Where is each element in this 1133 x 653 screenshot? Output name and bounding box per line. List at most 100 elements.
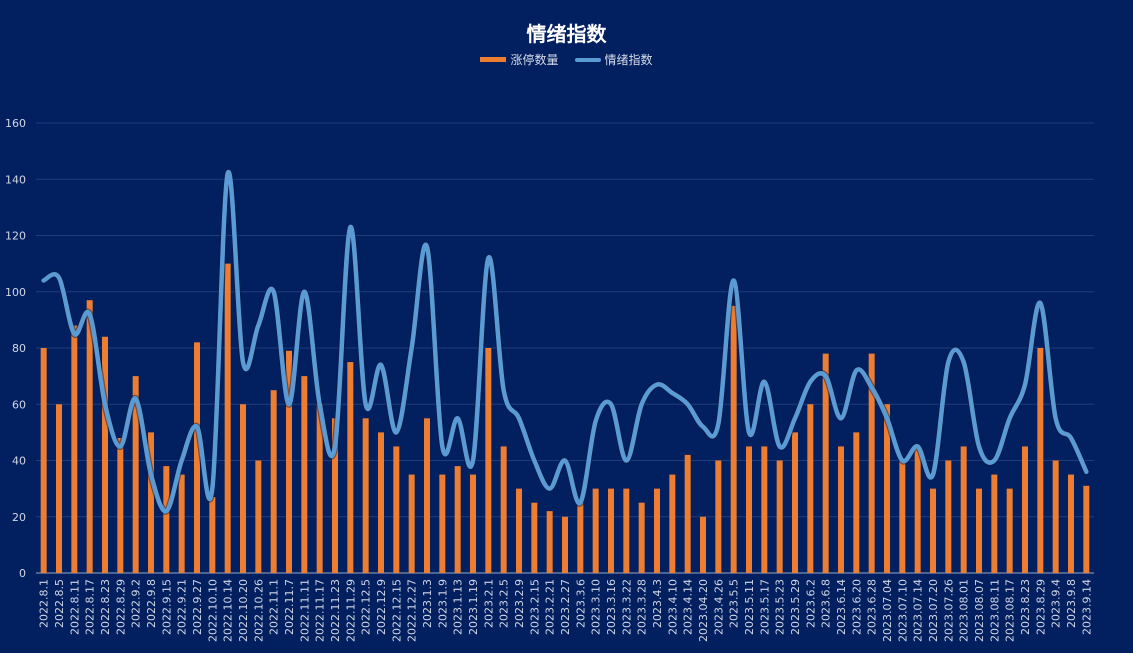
x-tick-label: 2022.11.23 bbox=[329, 579, 342, 642]
legend-bar-swatch bbox=[480, 57, 507, 62]
x-tick-label: 2023.07.04 bbox=[881, 579, 894, 642]
x-tick-label: 2022.11.7 bbox=[283, 579, 296, 635]
bar bbox=[868, 353, 875, 573]
x-tick-label: 2023.2.15 bbox=[528, 579, 541, 635]
bar bbox=[838, 446, 844, 573]
bar bbox=[776, 460, 783, 573]
x-tick-label: 2022.11.1 bbox=[268, 579, 281, 635]
bar bbox=[945, 460, 952, 573]
x-tick-label: 2023.08.11 bbox=[988, 579, 1001, 642]
x-tick-label: 2023.5.23 bbox=[774, 579, 787, 635]
bar bbox=[654, 488, 660, 573]
legend-line-swatch bbox=[574, 57, 601, 62]
bar bbox=[761, 446, 768, 573]
bar bbox=[991, 474, 998, 573]
bar bbox=[454, 466, 461, 573]
x-tick-label: 2023.8.29 bbox=[1034, 579, 1047, 635]
x-tick-label: 2023.2.27 bbox=[559, 579, 572, 635]
x-tick-label: 2022.11.11 bbox=[298, 579, 311, 642]
x-tick-label: 2023.4.26 bbox=[712, 579, 725, 635]
x-tick-label: 2023.1.19 bbox=[467, 579, 480, 635]
bar bbox=[362, 418, 369, 573]
x-tick-label: 2023.1.13 bbox=[452, 579, 465, 635]
bar bbox=[102, 336, 108, 573]
bar bbox=[332, 418, 338, 573]
x-tick-label: 2023.08.01 bbox=[958, 579, 971, 642]
bar bbox=[270, 390, 277, 573]
legend-item-bar[interactable]: 涨停数量 bbox=[480, 51, 559, 68]
x-tick-label: 2022.10.26 bbox=[252, 579, 265, 642]
bar bbox=[853, 432, 860, 573]
bar bbox=[730, 305, 737, 573]
bar bbox=[224, 263, 231, 573]
y-tick-label: 120 bbox=[5, 230, 26, 243]
bar bbox=[408, 474, 415, 573]
bar bbox=[1052, 460, 1059, 573]
x-tick-label: 2023.1.3 bbox=[421, 579, 434, 628]
x-tick-label: 2023.5.11 bbox=[743, 579, 756, 635]
x-tick-label: 2022.10.10 bbox=[206, 579, 219, 642]
legend-item-line[interactable]: 情绪指数 bbox=[574, 51, 653, 68]
bar bbox=[71, 325, 78, 573]
x-tick-label: 2023.3.10 bbox=[590, 579, 603, 635]
x-tick-label: 2023.08.07 bbox=[973, 579, 986, 642]
bar bbox=[807, 404, 814, 573]
x-tick-label: 2022.9.2 bbox=[130, 579, 143, 628]
bar bbox=[148, 432, 154, 573]
x-tick-label: 2022.9.15 bbox=[160, 579, 173, 635]
y-tick-label: 80 bbox=[12, 342, 26, 355]
bar bbox=[1037, 348, 1044, 573]
bar bbox=[914, 446, 921, 573]
x-tick-label: 2022.8.1 bbox=[38, 579, 51, 628]
bar bbox=[577, 502, 584, 573]
x-tick-label: 2023.9.14 bbox=[1080, 579, 1093, 635]
bar bbox=[194, 342, 200, 573]
bar bbox=[209, 497, 216, 573]
chart-title: 情绪指数 bbox=[526, 22, 607, 46]
bar bbox=[684, 454, 691, 573]
x-tick-label: 2022.12.9 bbox=[375, 579, 388, 635]
x-tick-label: 2023.6.2 bbox=[804, 579, 817, 628]
x-tick-label: 2023.6.8 bbox=[820, 579, 833, 628]
x-tick-label: 2023.4.14 bbox=[682, 579, 695, 635]
x-tick-label: 2023.4.10 bbox=[666, 579, 679, 635]
y-tick-label: 140 bbox=[5, 173, 26, 186]
bar bbox=[117, 438, 124, 573]
bar bbox=[178, 474, 185, 573]
legend-label-line: 情绪指数 bbox=[604, 53, 653, 67]
bar bbox=[286, 350, 292, 573]
bar bbox=[485, 348, 492, 573]
y-tick-label: 0 bbox=[19, 567, 26, 580]
bar bbox=[608, 488, 614, 573]
x-tick-label: 2023.08.17 bbox=[1004, 579, 1017, 642]
x-tick-label: 2023.6.28 bbox=[866, 579, 879, 635]
bar bbox=[546, 511, 553, 573]
x-tick-label: 2023.8.23 bbox=[1019, 579, 1032, 635]
x-tick-label: 2023.3.28 bbox=[636, 579, 649, 635]
bar bbox=[623, 488, 630, 573]
x-tick-label: 2022.8.23 bbox=[99, 579, 112, 635]
x-tick-label: 2023.04.20 bbox=[697, 579, 710, 642]
bar bbox=[792, 432, 798, 573]
x-tick-label: 2023.1.9 bbox=[436, 579, 449, 628]
bar bbox=[1083, 485, 1090, 573]
x-tick-label: 2023.07.20 bbox=[927, 579, 940, 642]
legend: 涨停数量 情绪指数 bbox=[0, 51, 1133, 68]
x-tick-label: 2023.5.29 bbox=[789, 579, 802, 635]
x-tick-label: 2023.6.20 bbox=[850, 579, 863, 635]
legend-label-bar: 涨停数量 bbox=[510, 53, 559, 67]
x-tick-label: 2023.5.17 bbox=[758, 579, 771, 635]
bar bbox=[439, 474, 446, 573]
x-tick-label: 2022.8.5 bbox=[53, 579, 66, 628]
bar bbox=[393, 446, 400, 573]
bar bbox=[930, 488, 936, 573]
bar bbox=[638, 502, 645, 573]
bar bbox=[163, 466, 170, 573]
x-tick-label: 2023.3.22 bbox=[620, 579, 633, 635]
bar bbox=[316, 404, 323, 573]
bar bbox=[592, 488, 599, 573]
bar bbox=[240, 404, 246, 573]
bar bbox=[86, 300, 93, 573]
x-tick-label: 2022.8.17 bbox=[84, 579, 97, 635]
